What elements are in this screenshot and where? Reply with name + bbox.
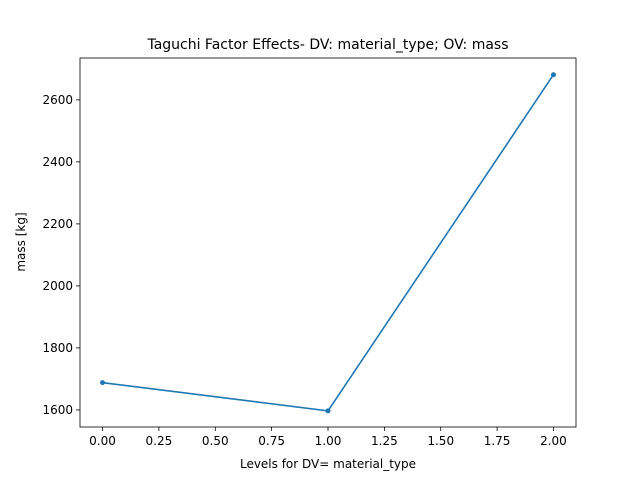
plot-area: 0.00 0.25 0.50 0.75 1.00 1.25 1.50 1.75 2.00 1600… bbox=[42, 57, 577, 448]
x-tick-label: 0.50 bbox=[202, 434, 229, 448]
data-point bbox=[100, 380, 106, 386]
x-tick-label: 1.00 bbox=[315, 434, 342, 448]
x-tick-label: 2.00 bbox=[540, 434, 567, 448]
axes-frame bbox=[79, 57, 577, 428]
chart-title: Taguchi Factor Effects- DV: material_typ… bbox=[146, 37, 508, 53]
y-tick-label: 2400 bbox=[42, 155, 73, 169]
y-tick-label: 2200 bbox=[42, 217, 73, 231]
y-tick-label: 1600 bbox=[42, 403, 73, 417]
data-point bbox=[550, 72, 556, 78]
x-tick-label: 1.25 bbox=[371, 434, 398, 448]
y-tick-label: 1800 bbox=[42, 341, 73, 355]
x-tick-label: 1.75 bbox=[484, 434, 511, 448]
data-point bbox=[325, 408, 331, 414]
x-tick-label: 0.75 bbox=[258, 434, 285, 448]
x-tick-label: 1.50 bbox=[427, 434, 454, 448]
x-tick-label: 0.00 bbox=[89, 434, 116, 448]
x-axis-label: Levels for DV= material_type bbox=[240, 457, 416, 471]
y-tick-label: 2600 bbox=[42, 93, 73, 107]
y-axis-label: mass [kg] bbox=[14, 212, 28, 271]
x-tick-label: 0.25 bbox=[146, 434, 173, 448]
y-tick-label: 2000 bbox=[42, 279, 73, 293]
